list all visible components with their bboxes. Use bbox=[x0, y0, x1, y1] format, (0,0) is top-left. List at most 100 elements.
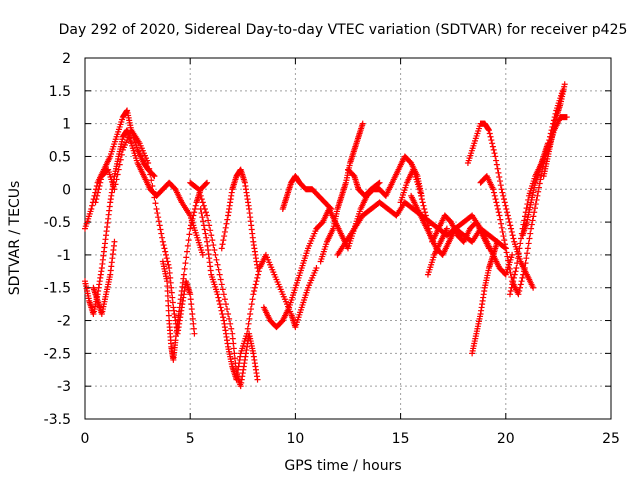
data-point bbox=[214, 261, 221, 268]
plot-frame bbox=[84, 57, 612, 420]
data-point bbox=[114, 171, 121, 178]
data-point bbox=[202, 209, 209, 216]
series-sat-u bbox=[507, 114, 570, 298]
data-point bbox=[531, 209, 538, 216]
data-points bbox=[82, 81, 570, 390]
data-point bbox=[498, 186, 505, 193]
data-point bbox=[524, 201, 531, 208]
data-point bbox=[491, 192, 498, 199]
data-point bbox=[220, 314, 227, 321]
data-point bbox=[507, 222, 514, 229]
data-point bbox=[201, 226, 208, 233]
data-point bbox=[517, 240, 524, 247]
data-point bbox=[493, 161, 500, 168]
data-point bbox=[492, 196, 499, 203]
data-point bbox=[497, 182, 504, 189]
data-point bbox=[216, 297, 223, 304]
data-point bbox=[523, 255, 530, 262]
data-point bbox=[92, 199, 99, 206]
data-point bbox=[149, 182, 156, 189]
data-point bbox=[531, 205, 538, 212]
data-point bbox=[519, 274, 526, 281]
data-point bbox=[520, 268, 527, 275]
data-point bbox=[503, 205, 510, 212]
data-point bbox=[111, 238, 118, 245]
data-point bbox=[160, 242, 167, 249]
data-point bbox=[514, 255, 521, 262]
data-point bbox=[218, 307, 225, 314]
data-point bbox=[498, 220, 505, 227]
data-point bbox=[490, 146, 497, 153]
data-point bbox=[222, 301, 229, 308]
data-point bbox=[165, 261, 172, 268]
data-point bbox=[247, 306, 254, 313]
y-tick-label: 0 bbox=[62, 182, 71, 198]
data-point bbox=[217, 304, 224, 311]
y-axis-label: SDTVAR / TECUs bbox=[7, 181, 23, 296]
data-point bbox=[246, 315, 253, 322]
data-point bbox=[490, 186, 497, 193]
data-point bbox=[507, 291, 514, 298]
data-point bbox=[220, 237, 227, 244]
data-point bbox=[186, 231, 193, 238]
series-sat-i bbox=[260, 225, 320, 331]
data-point bbox=[191, 330, 198, 337]
data-point bbox=[112, 181, 119, 188]
data-point bbox=[515, 291, 522, 298]
data-point bbox=[89, 202, 96, 209]
y-tick-label: -1 bbox=[57, 248, 71, 264]
data-point bbox=[522, 260, 529, 267]
data-point bbox=[418, 192, 425, 199]
data-point bbox=[221, 296, 228, 303]
data-point bbox=[216, 301, 223, 308]
data-point bbox=[154, 210, 161, 217]
data-point bbox=[499, 189, 506, 196]
data-point bbox=[493, 157, 500, 164]
data-point bbox=[509, 232, 516, 239]
data-point bbox=[163, 255, 170, 262]
data-point bbox=[528, 225, 535, 232]
data-point bbox=[563, 114, 570, 121]
data-point bbox=[496, 173, 503, 180]
x-tick-label: 15 bbox=[392, 431, 410, 447]
series-sat-q bbox=[424, 225, 450, 278]
data-point bbox=[212, 251, 219, 258]
data-point bbox=[162, 248, 169, 255]
data-point bbox=[254, 376, 261, 383]
data-point bbox=[190, 212, 197, 219]
data-point bbox=[222, 224, 229, 231]
data-point bbox=[203, 180, 210, 187]
y-tick-label: 1 bbox=[62, 117, 71, 133]
data-point bbox=[494, 165, 501, 172]
data-point bbox=[513, 265, 520, 272]
data-point bbox=[224, 306, 231, 313]
data-point bbox=[227, 320, 234, 327]
data-point bbox=[313, 265, 320, 272]
data-point bbox=[420, 202, 427, 209]
data-point bbox=[500, 233, 507, 240]
data-point bbox=[148, 177, 155, 184]
data-point bbox=[376, 179, 383, 186]
data-point bbox=[359, 120, 366, 127]
data-point bbox=[191, 209, 198, 216]
data-point bbox=[199, 214, 206, 221]
data-point bbox=[505, 261, 512, 268]
series-sat-j bbox=[279, 173, 335, 212]
data-point bbox=[525, 240, 532, 247]
series-sat-l bbox=[317, 120, 366, 265]
data-point bbox=[161, 245, 168, 252]
data-point bbox=[499, 228, 506, 235]
data-point bbox=[491, 150, 498, 157]
data-point bbox=[418, 196, 425, 203]
data-point bbox=[487, 133, 494, 140]
data-point bbox=[180, 271, 187, 278]
data-point bbox=[518, 235, 525, 242]
data-point bbox=[211, 246, 218, 253]
data-point bbox=[215, 266, 222, 273]
data-point bbox=[493, 199, 500, 206]
data-point bbox=[524, 250, 531, 257]
data-point bbox=[510, 235, 517, 242]
data-point bbox=[529, 217, 536, 224]
data-point bbox=[202, 230, 209, 237]
data-point bbox=[217, 276, 224, 283]
